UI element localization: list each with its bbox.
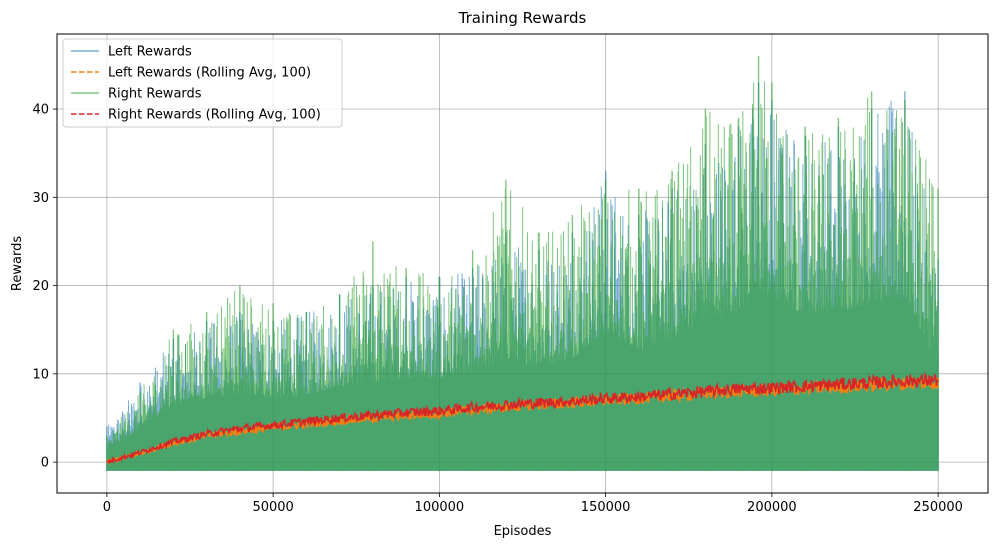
x-tick-label: 250000 xyxy=(913,500,963,515)
series-line xyxy=(106,371,939,465)
series-right-rewards xyxy=(106,56,939,471)
plot-frame xyxy=(56,33,989,494)
legend-label: Right Rewards xyxy=(108,87,202,102)
chart-title: Training Rewards xyxy=(458,9,587,27)
y-tick-label: 30 xyxy=(32,191,49,206)
y-tick-label: 40 xyxy=(32,103,49,118)
legend-label: Right Rewards (Rolling Avg, 100) xyxy=(108,108,321,123)
plot-area: 0 50000 100000 150000 200000 250000 0 10 20 30 40 xyxy=(32,33,989,515)
legend-label: Left Rewards xyxy=(108,45,192,60)
legend: Left Rewards Left Rewards (Rolling Avg, 1… xyxy=(62,38,343,128)
x-tick-label: 100000 xyxy=(415,500,465,515)
legend-box xyxy=(62,38,343,128)
y-axis-label: Rewards xyxy=(10,236,25,291)
axis-ticks: 0 50000 100000 150000 200000 250000 0 10 20 30 40 xyxy=(32,103,962,515)
x-tick-label: 0 xyxy=(103,500,111,515)
legend-label: Left Rewards (Rolling Avg, 100) xyxy=(108,66,311,81)
x-tick-label: 50000 xyxy=(252,500,293,515)
y-tick-label: 0 xyxy=(41,456,49,471)
y-tick-label: 20 xyxy=(32,279,49,294)
series-right-rolling-avg xyxy=(106,371,939,465)
x-tick-label: 150000 xyxy=(581,500,631,515)
x-axis-label: Episodes xyxy=(494,524,552,539)
series-peaks xyxy=(106,56,939,471)
x-tick-label: 200000 xyxy=(747,500,797,515)
data-layer xyxy=(106,56,939,471)
y-tick-label: 10 xyxy=(32,367,49,382)
